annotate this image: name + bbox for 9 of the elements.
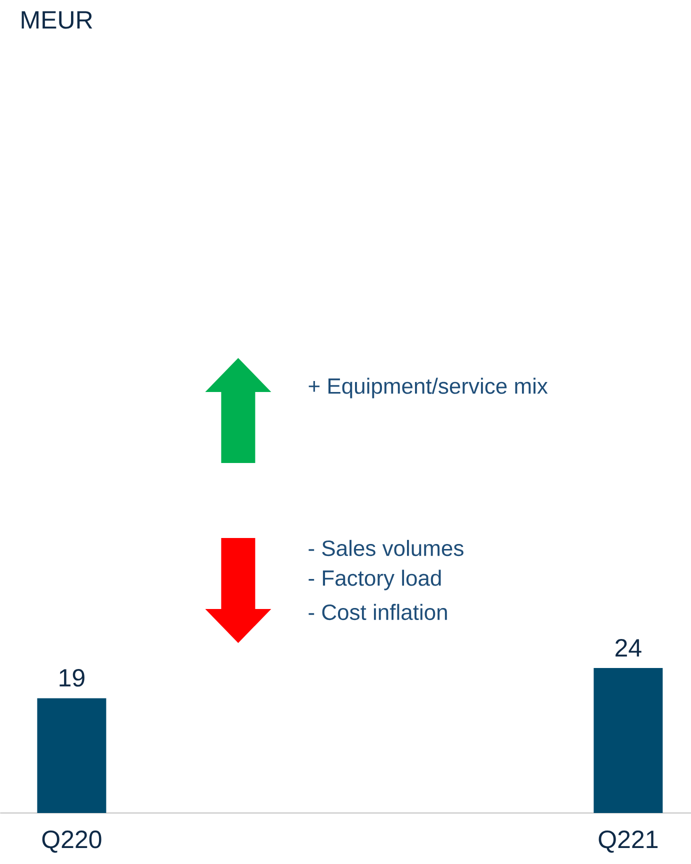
text: + Equipment/service mix [308,378,548,398]
data-label: 19 [60,668,84,687]
data-label: 24 [615,639,642,656]
x-tick-label: Q221 [598,830,658,853]
text: MEUR [22,11,92,29]
text: - Cost inflation [308,604,447,620]
text: - Sales volumes [308,540,464,556]
text: - Factory load [308,570,441,590]
x-tick-label: Q220 [42,830,102,853]
